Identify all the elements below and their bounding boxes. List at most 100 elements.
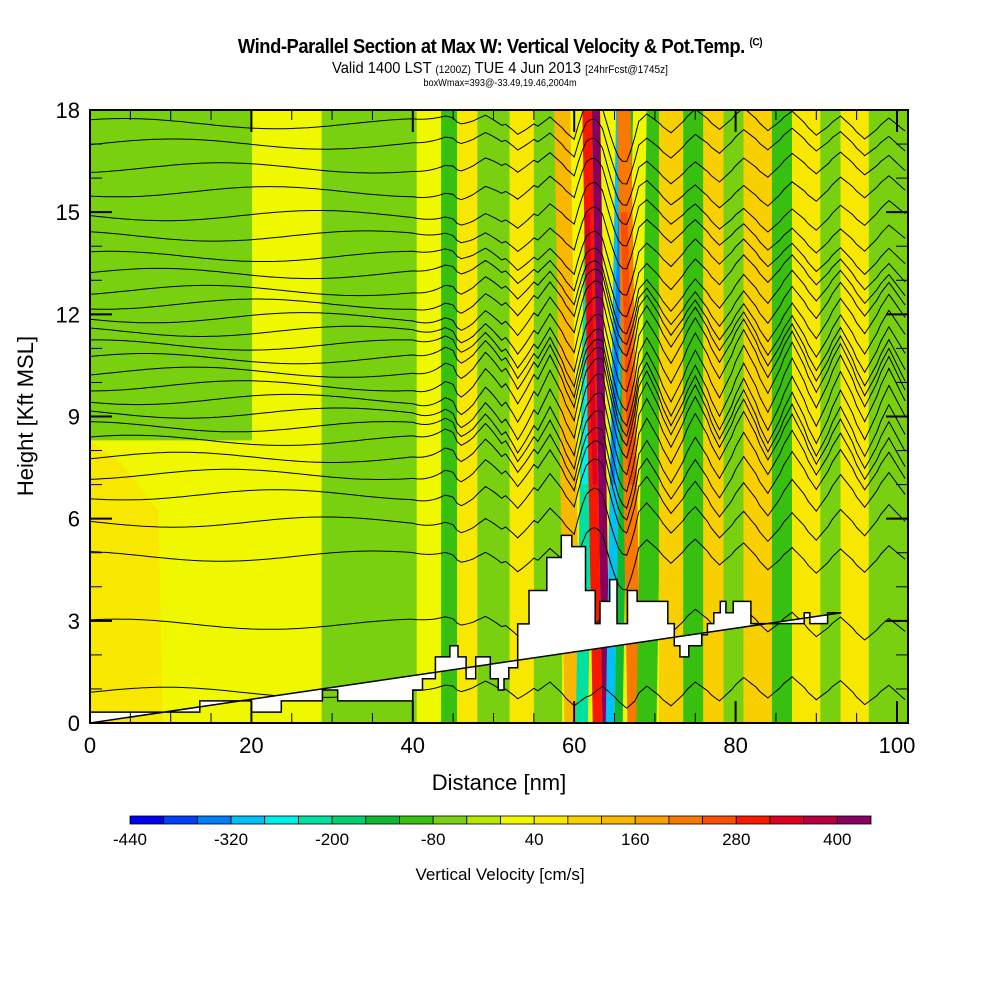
colorbar-segment: [567, 815, 602, 825]
colorbar-segment: [735, 815, 771, 825]
colorbar-segment: [601, 815, 636, 825]
colorbar-segment: [432, 815, 468, 825]
velocity-band: [457, 110, 478, 723]
theta-contour-line: [90, 137, 906, 206]
velocity-field: [90, 110, 908, 723]
x-tick-label: 100: [879, 733, 916, 758]
velocity-band: [441, 110, 458, 723]
theta-contour-line: [90, 260, 906, 335]
colorbar-tick-label: -200: [315, 830, 349, 849]
chart-subtitle: Valid 1400 LST (1200Z) TUE 4 Jun 2013 [2…: [40, 60, 960, 78]
theta-contour-line: [90, 392, 906, 476]
x-tick-label: 40: [401, 733, 425, 758]
theta-contour-line: [90, 440, 906, 521]
colorbar-tick-label: 280: [722, 830, 750, 849]
theta-contour-line: [90, 338, 906, 427]
colorbar-segment: [230, 815, 266, 825]
theta-contour-line: [90, 157, 906, 225]
velocity-band: [723, 110, 744, 723]
theta-contour-line: [90, 607, 906, 641]
colorbar-tick-label: -440: [113, 830, 147, 849]
colorbar-segment: [803, 815, 838, 825]
theta-contour-line: [90, 526, 906, 591]
box-wmax-info: boxWmax=393@-33.49,19.46,2004m: [423, 78, 577, 89]
copyright-mark: (C): [749, 36, 763, 49]
colorbar-segment: [769, 815, 805, 825]
colorbar-segment: [365, 815, 400, 825]
velocity-core: [584, 212, 598, 485]
y-axis-title: Height [Kft MSL]: [13, 336, 38, 496]
theta-contour-line: [90, 346, 906, 438]
colorbar-tick-label: -80: [421, 830, 446, 849]
valid-time: Valid 1400 LST: [331, 60, 432, 77]
colorbar: -440 -320 -200 -80 40 160 280 400: [113, 815, 872, 849]
theta-contour-line: [90, 206, 906, 270]
theta-contour-line: [90, 313, 906, 393]
axes: 0 20 40 60 80 100 0 3 6 9 12 15 18: [56, 98, 916, 758]
theta-contour-line: [90, 410, 906, 493]
colorbar-segment: [298, 815, 333, 825]
colorbar-segment: [163, 815, 198, 825]
theta-contour-line: [90, 427, 906, 510]
theta-contour-line: [90, 230, 906, 296]
colorbar-tick-label: 400: [823, 830, 851, 849]
theta-contour-line: [90, 118, 906, 185]
velocity-band: [477, 110, 510, 723]
terrain: [90, 534, 842, 723]
valid-date: TUE 4 Jun 2013: [474, 60, 582, 77]
velocity-region: [90, 440, 163, 723]
velocity-band: [321, 110, 417, 723]
y-tick-label: 6: [68, 507, 80, 532]
x-axis-title: Distance [nm]: [432, 770, 567, 795]
x-tick-label: 20: [239, 733, 263, 758]
y-tick-label: 0: [68, 711, 80, 736]
theta-contour-line: [90, 296, 906, 373]
x-tick-label: 80: [723, 733, 747, 758]
colorbar-title: Vertical Velocity [cm/s]: [415, 865, 584, 884]
y-tick-label: 12: [56, 302, 80, 327]
chart-title: Wind-Parallel Section at Max W: Vertical…: [40, 36, 960, 59]
colorbar-tick-label: 40: [525, 830, 544, 849]
theta-contour-line: [90, 373, 906, 460]
velocity-band: [771, 110, 793, 723]
y-tick-label: 9: [68, 405, 80, 430]
theta-contour-line: [90, 247, 906, 318]
colorbar-segment: [129, 815, 165, 825]
y-tick-label: 18: [56, 98, 80, 123]
velocity-band: [792, 110, 821, 723]
colorbar-segment: [533, 815, 569, 825]
terrain-shape: [90, 534, 842, 723]
colorbar-segment: [196, 815, 232, 825]
theta-contour-line: [90, 357, 906, 447]
utc-time: (1200Z): [435, 64, 471, 76]
y-tick-label: 15: [56, 200, 80, 225]
theta-contour-line: [90, 280, 906, 357]
x-tick-label: 60: [562, 733, 586, 758]
colorbar-segment: [836, 815, 872, 825]
colorbar-segment: [264, 815, 299, 825]
theta-contour-line: [90, 181, 906, 247]
y-tick-label: 3: [68, 609, 80, 634]
colorbar-segment: [399, 815, 434, 825]
x-tick-label: 0: [84, 733, 96, 758]
title-text: Wind-Parallel Section at Max W: Vertical…: [237, 36, 745, 58]
velocity-core: [610, 212, 623, 485]
theta-contour-line: [90, 458, 906, 534]
colorbar-segment: [668, 815, 703, 825]
colorbar-tick-label: 160: [621, 830, 649, 849]
colorbar-segment: [500, 815, 535, 825]
theta-contour-line: [90, 676, 906, 709]
theta-contour-line: [90, 110, 906, 162]
colorbar-segment: [634, 815, 670, 825]
colorbar-tick-label: -320: [214, 830, 248, 849]
theta-contour-line: [90, 268, 906, 346]
colorbar-segment: [331, 815, 367, 825]
theta-contours: [90, 110, 906, 709]
theta-contour-line: [90, 328, 906, 412]
forecast-info: [24hrFcst@1745z]: [585, 64, 668, 76]
colorbar-segment: [702, 815, 737, 825]
velocity-band: [252, 110, 322, 723]
colorbar-segment: [466, 815, 501, 825]
velocity-band: [416, 110, 442, 723]
